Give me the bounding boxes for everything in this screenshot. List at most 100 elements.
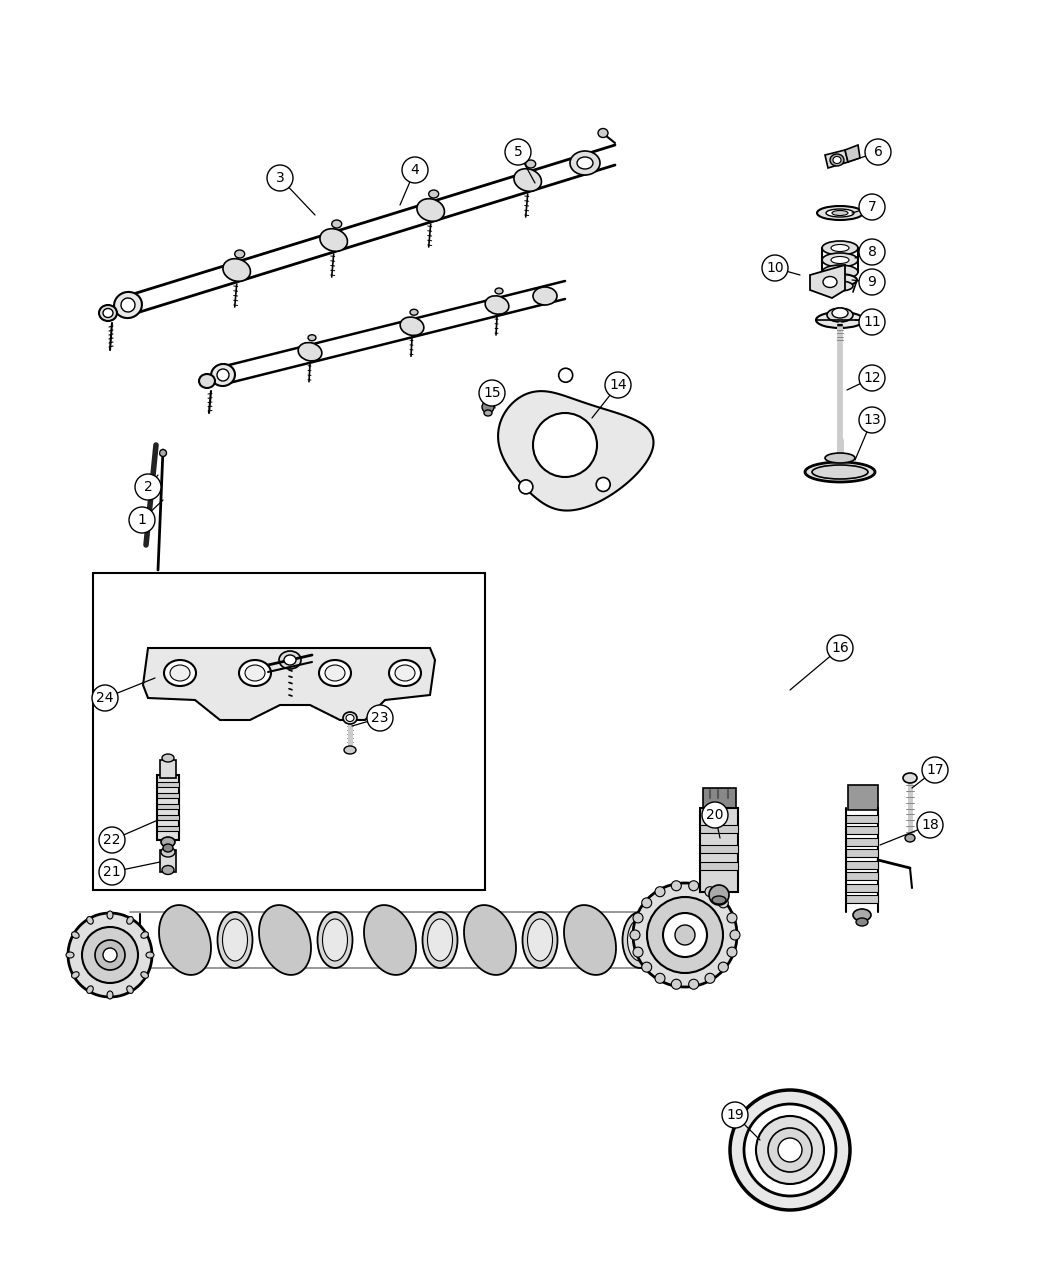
Bar: [700, 862, 738, 870]
Text: 1: 1: [138, 513, 146, 527]
Ellipse shape: [825, 453, 855, 463]
Circle shape: [922, 757, 948, 783]
Circle shape: [702, 802, 728, 827]
Circle shape: [663, 913, 707, 958]
Circle shape: [859, 407, 885, 434]
Ellipse shape: [103, 309, 113, 317]
Ellipse shape: [816, 312, 864, 328]
Circle shape: [730, 929, 740, 940]
Text: 2: 2: [144, 479, 152, 493]
Text: 20: 20: [707, 808, 723, 822]
Ellipse shape: [322, 919, 348, 961]
Ellipse shape: [428, 190, 439, 198]
Ellipse shape: [200, 374, 215, 388]
Ellipse shape: [410, 310, 418, 315]
Ellipse shape: [162, 754, 174, 762]
Circle shape: [533, 413, 597, 477]
Ellipse shape: [513, 168, 542, 191]
Polygon shape: [848, 785, 878, 810]
Ellipse shape: [235, 250, 245, 258]
Ellipse shape: [121, 298, 135, 312]
Text: 22: 22: [103, 833, 121, 847]
Circle shape: [642, 898, 652, 908]
Ellipse shape: [160, 450, 167, 456]
Circle shape: [744, 1104, 836, 1196]
Circle shape: [479, 380, 505, 405]
Bar: [158, 775, 179, 840]
Circle shape: [99, 827, 125, 853]
Ellipse shape: [826, 209, 854, 217]
Ellipse shape: [164, 660, 196, 686]
Ellipse shape: [66, 952, 74, 958]
Circle shape: [859, 365, 885, 391]
Bar: [846, 895, 878, 903]
Circle shape: [633, 884, 737, 987]
Ellipse shape: [163, 844, 173, 852]
Circle shape: [633, 947, 643, 958]
Polygon shape: [159, 905, 211, 975]
Text: 23: 23: [372, 711, 388, 725]
Ellipse shape: [533, 287, 556, 305]
Text: 4: 4: [411, 163, 419, 177]
Ellipse shape: [298, 343, 322, 361]
Ellipse shape: [822, 265, 858, 279]
Ellipse shape: [527, 919, 552, 961]
Circle shape: [505, 139, 531, 164]
Ellipse shape: [127, 917, 133, 924]
Circle shape: [675, 924, 695, 945]
Ellipse shape: [856, 918, 868, 926]
Circle shape: [768, 1128, 812, 1172]
Circle shape: [730, 1090, 851, 1210]
Ellipse shape: [161, 836, 175, 847]
Circle shape: [859, 194, 885, 221]
Ellipse shape: [827, 280, 853, 291]
Ellipse shape: [903, 773, 917, 783]
Ellipse shape: [114, 292, 142, 317]
Text: 7: 7: [867, 200, 877, 214]
Ellipse shape: [141, 932, 148, 938]
Circle shape: [671, 881, 681, 891]
Ellipse shape: [598, 129, 608, 138]
Circle shape: [778, 1139, 802, 1162]
Circle shape: [94, 940, 125, 970]
Ellipse shape: [388, 660, 421, 686]
Bar: [158, 826, 179, 831]
Text: 8: 8: [867, 245, 877, 259]
Ellipse shape: [830, 154, 844, 166]
Ellipse shape: [832, 210, 848, 215]
Circle shape: [103, 949, 117, 963]
Ellipse shape: [146, 952, 154, 958]
Ellipse shape: [628, 919, 652, 961]
Ellipse shape: [284, 655, 296, 666]
Ellipse shape: [87, 986, 93, 993]
Text: 21: 21: [103, 864, 121, 878]
Ellipse shape: [526, 159, 536, 168]
Ellipse shape: [495, 288, 503, 295]
Bar: [158, 805, 179, 810]
Ellipse shape: [712, 896, 726, 904]
Ellipse shape: [223, 259, 251, 282]
Ellipse shape: [853, 909, 871, 921]
Circle shape: [482, 402, 494, 413]
Bar: [700, 825, 738, 833]
Ellipse shape: [319, 660, 351, 686]
Circle shape: [647, 898, 723, 973]
Ellipse shape: [279, 652, 301, 669]
Text: 12: 12: [863, 371, 881, 385]
Ellipse shape: [326, 666, 345, 681]
Ellipse shape: [523, 912, 558, 968]
Polygon shape: [364, 905, 416, 975]
Ellipse shape: [400, 317, 424, 335]
Circle shape: [368, 705, 393, 731]
Bar: [846, 861, 878, 868]
Circle shape: [859, 238, 885, 265]
Ellipse shape: [822, 241, 858, 255]
Bar: [846, 872, 878, 880]
Ellipse shape: [162, 866, 174, 875]
Ellipse shape: [107, 912, 113, 919]
Ellipse shape: [99, 305, 117, 321]
Polygon shape: [700, 808, 738, 892]
Bar: [700, 845, 738, 853]
Circle shape: [519, 479, 532, 493]
Circle shape: [82, 927, 138, 983]
